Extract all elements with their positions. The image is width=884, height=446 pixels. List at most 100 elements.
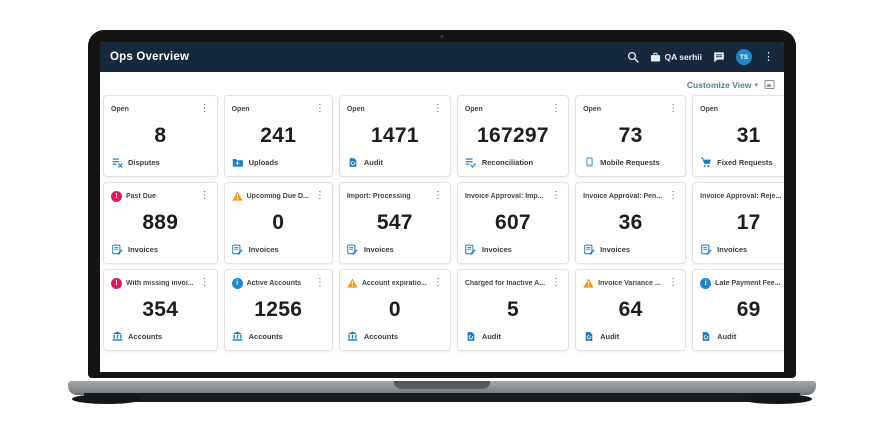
laptop-feet [72, 393, 812, 404]
metric-card[interactable]: Open ⋮ 73 Mobile Requests [575, 95, 687, 177]
invoices-icon [583, 244, 595, 255]
card-value: 69 [736, 298, 761, 321]
card-kebab-menu-icon[interactable]: ⋮ [432, 190, 443, 201]
audit-icon [465, 331, 477, 342]
card-category-link[interactable]: Accounts [232, 331, 325, 342]
card-category-link[interactable]: Invoices [700, 244, 784, 255]
category-label: Audit [600, 332, 620, 341]
metric-card[interactable]: Invoice Variance ... ⋮ 64 Audit [575, 269, 687, 351]
card-title: Charged for Inactive A... [464, 279, 546, 287]
card-kebab-menu-icon[interactable]: ⋮ [668, 103, 679, 114]
card-category-link[interactable]: Invoices [465, 244, 561, 255]
category-label: Invoices [481, 245, 512, 254]
kebab-menu-icon[interactable]: ⋮ [763, 50, 774, 63]
metric-card[interactable]: Charged for Inactive A... ⋮ 5 Audit [456, 269, 570, 351]
card-value: 547 [376, 211, 413, 234]
app-screen: Ops Overview QA serhii TS ⋮ Customize Vi… [100, 42, 784, 372]
metric-card[interactable]: ! Past Due ⋮ 889 Invoices [103, 182, 218, 264]
card-kebab-menu-icon[interactable]: ⋮ [668, 190, 679, 201]
card-title: Invoice Variance ... [598, 279, 661, 287]
category-label: Disputes [128, 158, 160, 167]
card-value: 17 [736, 211, 761, 234]
card-header: Open ⋮ [465, 103, 561, 115]
card-header: Invoice Approval: Pen... ⋮ [583, 190, 678, 202]
metric-card[interactable]: Open ⋮ 1471 Audit [338, 95, 451, 177]
card-kebab-menu-icon[interactable]: ⋮ [551, 103, 562, 114]
metric-card[interactable]: Open ⋮ 167297 Reconciliation [456, 95, 570, 177]
card-category-link[interactable]: Invoices [232, 244, 325, 255]
card-title: Open [111, 105, 129, 113]
alert-icon: ! [111, 277, 122, 289]
metric-card[interactable]: Upcoming Due D... ⋮ 0 Invoices [223, 182, 333, 264]
card-value: 607 [494, 211, 531, 234]
avatar[interactable]: TS [736, 49, 752, 65]
card-kebab-menu-icon[interactable]: ⋮ [551, 277, 562, 288]
chat-icon[interactable] [713, 51, 725, 63]
search-icon[interactable] [627, 51, 639, 63]
card-value: 5 [506, 298, 519, 321]
card-value: 8 [154, 124, 167, 147]
card-category-link[interactable]: Audit [583, 331, 678, 342]
metric-card[interactable]: Open ⋮ 241 Uploads [223, 95, 333, 177]
category-label: Mobile Requests [600, 157, 660, 167]
card-header: Invoice Approval: Imp... ⋮ [465, 190, 561, 202]
card-kebab-menu-icon[interactable]: ⋮ [551, 190, 562, 201]
card-header: i Late Payment Fee... ⋮ [700, 277, 784, 289]
card-title: Upcoming Due D... [246, 192, 309, 200]
card-category-link[interactable]: Reconciliation [465, 157, 561, 168]
metric-card[interactable]: ! With missing invoi... ⋮ 354 Accounts [103, 269, 218, 351]
card-category-link[interactable]: Accounts [111, 331, 210, 342]
metric-card[interactable]: Invoice Approval: Reje... ⋮ 17 Invoices [692, 182, 784, 264]
card-category-link[interactable]: Uploads [232, 157, 325, 168]
card-category-link[interactable]: Audit [700, 331, 784, 342]
card-category-link[interactable]: Fixed Requests [700, 157, 784, 168]
card-kebab-menu-icon[interactable]: ⋮ [199, 277, 210, 288]
card-category-link[interactable]: Audit [465, 331, 561, 342]
category-label: Uploads [248, 158, 279, 167]
card-category-link[interactable]: Invoices [347, 244, 443, 255]
cart-icon [700, 157, 712, 168]
customize-view-button[interactable]: Customize View ▾ [687, 80, 758, 90]
metric-card[interactable]: Invoice Approval: Imp... ⋮ 607 Invoices [456, 182, 570, 264]
card-header: Invoice Variance ... ⋮ [583, 277, 678, 289]
card-category-link[interactable]: Mobile Requests [583, 156, 678, 168]
card-kebab-menu-icon[interactable]: ⋮ [432, 277, 443, 288]
card-category-link[interactable]: Disputes [111, 157, 210, 168]
card-kebab-menu-icon[interactable]: ⋮ [199, 103, 210, 114]
audit-icon [583, 331, 595, 342]
alert-icon: ! [111, 190, 122, 202]
metric-card[interactable]: Import: Processing ⋮ 547 Invoices [338, 182, 451, 264]
card-category-link[interactable]: Invoices [111, 244, 210, 255]
invoices-icon [232, 244, 244, 255]
card-title: Open [231, 105, 250, 113]
card-category-link[interactable]: Audit [347, 157, 443, 168]
metric-card[interactable]: i Active Accounts ⋮ 1256 Accounts [223, 269, 333, 351]
card-kebab-menu-icon[interactable]: ⋮ [314, 277, 325, 288]
card-kebab-menu-icon[interactable]: ⋮ [314, 190, 325, 201]
category-label: Fixed Requests [717, 158, 773, 167]
category-label: Invoices [363, 245, 394, 254]
card-title: Open [700, 105, 719, 113]
card-kebab-menu-icon[interactable]: ⋮ [314, 103, 325, 114]
metric-card[interactable]: Open ⋮ 8 Disputes [103, 95, 218, 177]
card-kebab-menu-icon[interactable]: ⋮ [668, 277, 679, 288]
card-kebab-menu-icon[interactable]: ⋮ [199, 190, 210, 201]
accounts-icon [347, 331, 359, 342]
invoices-icon [111, 244, 123, 255]
card-value: 889 [142, 211, 179, 234]
org-switcher[interactable]: QA serhii [650, 52, 702, 63]
card-header: Open ⋮ [583, 103, 678, 115]
briefcase-icon [650, 52, 661, 63]
metric-card[interactable]: Open ⋮ 31 Fixed Requests [692, 95, 784, 177]
category-label: Accounts [248, 332, 283, 341]
metric-card[interactable]: i Late Payment Fee... ⋮ 69 Audit [692, 269, 784, 351]
card-category-link[interactable]: Invoices [583, 244, 678, 255]
card-value: 0 [388, 298, 401, 321]
metric-card[interactable]: Invoice Approval: Pen... ⋮ 36 Invoices [575, 182, 687, 264]
card-kebab-menu-icon[interactable]: ⋮ [432, 103, 443, 114]
metric-card[interactable]: Account expiratio... ⋮ 0 Accounts [338, 269, 451, 351]
warning-icon [583, 278, 594, 288]
warning-icon [347, 278, 358, 288]
card-category-link[interactable]: Accounts [347, 331, 443, 342]
export-icon[interactable] [764, 79, 775, 90]
